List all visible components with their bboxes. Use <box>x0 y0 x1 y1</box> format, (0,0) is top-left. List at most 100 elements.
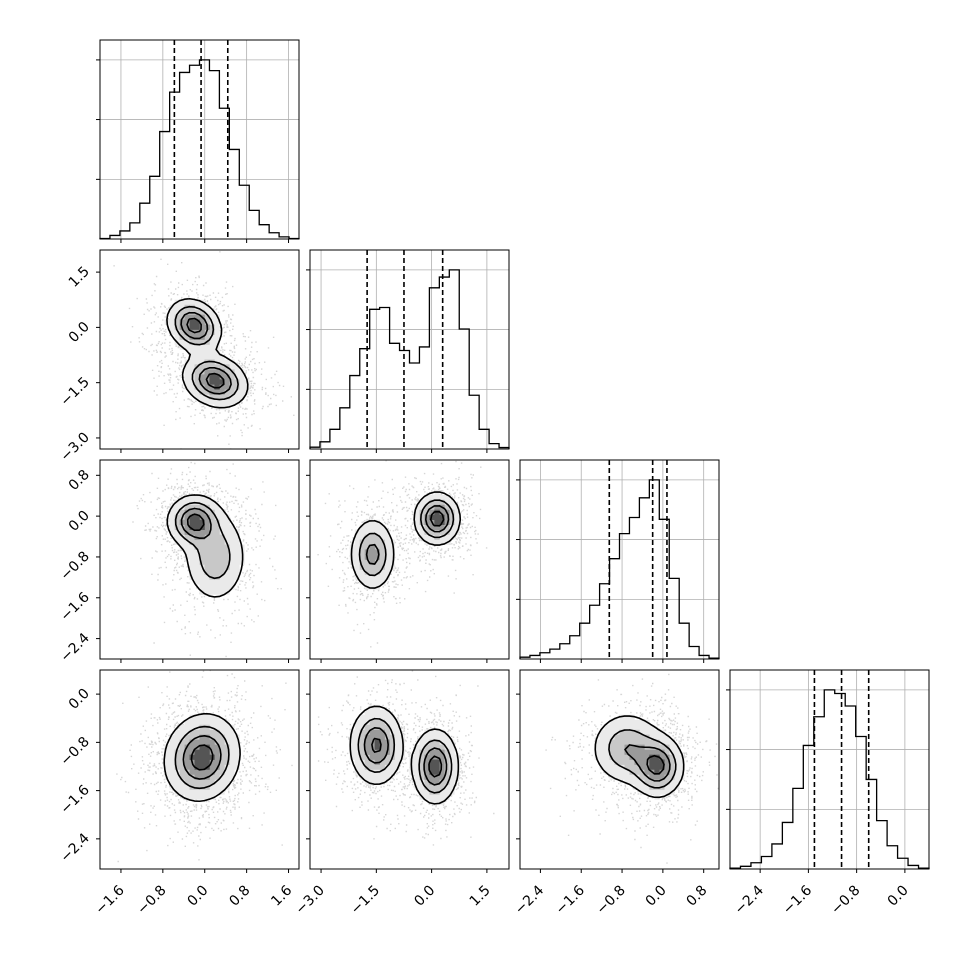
contour-level-2 <box>363 726 448 786</box>
contour-level-0 <box>350 491 462 589</box>
contour-level-3 <box>190 744 214 771</box>
ytick-label-row3: −1.6 <box>57 782 92 817</box>
ytick-label-row3: −2.4 <box>57 830 92 865</box>
contour-level-1 <box>358 499 455 577</box>
contour-level-1 <box>608 729 677 789</box>
xtick-label-col1: −3.0 <box>293 883 328 918</box>
contour-level-0 <box>594 715 685 799</box>
scatter-points <box>132 461 282 658</box>
density-fill <box>359 719 450 795</box>
density-panel-2_1 <box>306 459 510 663</box>
histogram-panel-0 <box>96 39 300 243</box>
contour-level-0 <box>163 712 241 803</box>
xtick-label-col1: 0.0 <box>411 883 438 910</box>
contour-level-2 <box>180 507 212 539</box>
xtick-label-col0: −0.8 <box>134 883 169 918</box>
panel-frame <box>309 669 510 870</box>
contour-level-1 <box>357 717 453 794</box>
panel-frame <box>309 459 510 660</box>
ytick-label-row3: 0.0 <box>66 686 93 713</box>
ytick-label-row2: 0.0 <box>66 508 93 535</box>
density-fill <box>189 319 225 390</box>
density-fill <box>364 504 450 565</box>
density-fill <box>374 739 440 775</box>
ytick-label-row2: −2.4 <box>57 630 92 665</box>
xtick-label-col2: 0.0 <box>643 883 670 910</box>
density-fill <box>164 714 240 800</box>
density-fill <box>359 499 455 575</box>
xtick-label-col0: 0.0 <box>185 883 212 910</box>
density-panel-1_0 <box>96 249 300 453</box>
density-panel-2_0 <box>96 459 300 663</box>
contour-level-3 <box>186 317 225 389</box>
contour-level-3 <box>429 510 445 527</box>
density-layer <box>113 251 295 449</box>
ytick-label-row1: −3.0 <box>57 429 92 464</box>
panel-frame <box>309 249 510 450</box>
ytick-label-row2: −1.6 <box>57 589 92 624</box>
histogram-panel-3 <box>726 669 930 873</box>
contour-level-2 <box>365 504 450 565</box>
density-layer <box>116 670 293 863</box>
contour-level-3 <box>371 737 443 778</box>
ytick-label-row1: −1.5 <box>57 374 92 409</box>
density-panel-3_1 <box>306 669 510 873</box>
xtick-label-col2: −1.6 <box>553 882 588 917</box>
xtick-label-col3: −2.4 <box>732 882 767 917</box>
contour-level-0 <box>349 705 460 805</box>
panel-frame <box>729 669 930 870</box>
contour-level-0 <box>166 297 249 409</box>
contour-level-3 <box>646 754 665 775</box>
panel-frame <box>99 39 300 240</box>
histogram-series <box>729 689 930 869</box>
density-panel-3_2 <box>516 669 720 873</box>
xtick-label-col3: 0.0 <box>885 883 912 910</box>
histogram-series <box>99 59 300 240</box>
density-layer <box>317 670 495 846</box>
xtick-label-col1: −1.5 <box>348 883 383 918</box>
density-fill <box>174 504 230 580</box>
xtick-label-col2: 0.8 <box>683 883 710 910</box>
density-fill <box>594 714 685 800</box>
density-fill <box>164 299 250 410</box>
ytick-label-row1: 1.5 <box>66 264 93 291</box>
scatter-points <box>317 670 495 846</box>
panel-frame <box>519 669 720 870</box>
histogram-panel-2 <box>516 459 720 663</box>
panel-frame <box>519 459 720 660</box>
contour-level-2 <box>624 744 671 782</box>
density-fill <box>184 734 220 780</box>
density-fill <box>189 514 205 530</box>
xtick-label-col2: −0.8 <box>594 883 629 918</box>
ytick-label-row1: 0.0 <box>66 319 93 346</box>
contour-level-1 <box>174 305 239 401</box>
xtick-label-col1: 1.5 <box>467 883 494 910</box>
contour-level-2 <box>182 735 222 780</box>
density-fill <box>429 509 445 525</box>
scatter-points <box>545 670 719 864</box>
contour-level-1 <box>174 501 231 580</box>
contour-level-2 <box>180 311 232 395</box>
histogram-series <box>519 479 720 659</box>
density-layer <box>132 461 282 658</box>
ytick-label-row2: −0.8 <box>57 548 92 583</box>
ytick-label-row2: 0.8 <box>66 467 93 494</box>
contour-level-3 <box>186 513 205 532</box>
contour-level-0 <box>166 494 244 598</box>
xtick-label-col0: 0.8 <box>226 883 253 910</box>
density-panel-3_0 <box>96 669 300 873</box>
panel-frame <box>99 249 300 450</box>
xtick-label-col3: −0.8 <box>828 883 863 918</box>
scatter-points <box>317 460 488 648</box>
xtick-label-col0: −1.6 <box>92 882 127 917</box>
histogram-panel-1 <box>306 249 510 453</box>
panel-frame <box>99 459 300 660</box>
ytick-label-row3: −0.8 <box>57 734 92 769</box>
histogram-series <box>309 269 510 449</box>
density-fill <box>189 744 215 770</box>
panel-frame <box>99 669 300 870</box>
density-layer <box>545 670 719 864</box>
contour-level-1 <box>174 725 230 790</box>
